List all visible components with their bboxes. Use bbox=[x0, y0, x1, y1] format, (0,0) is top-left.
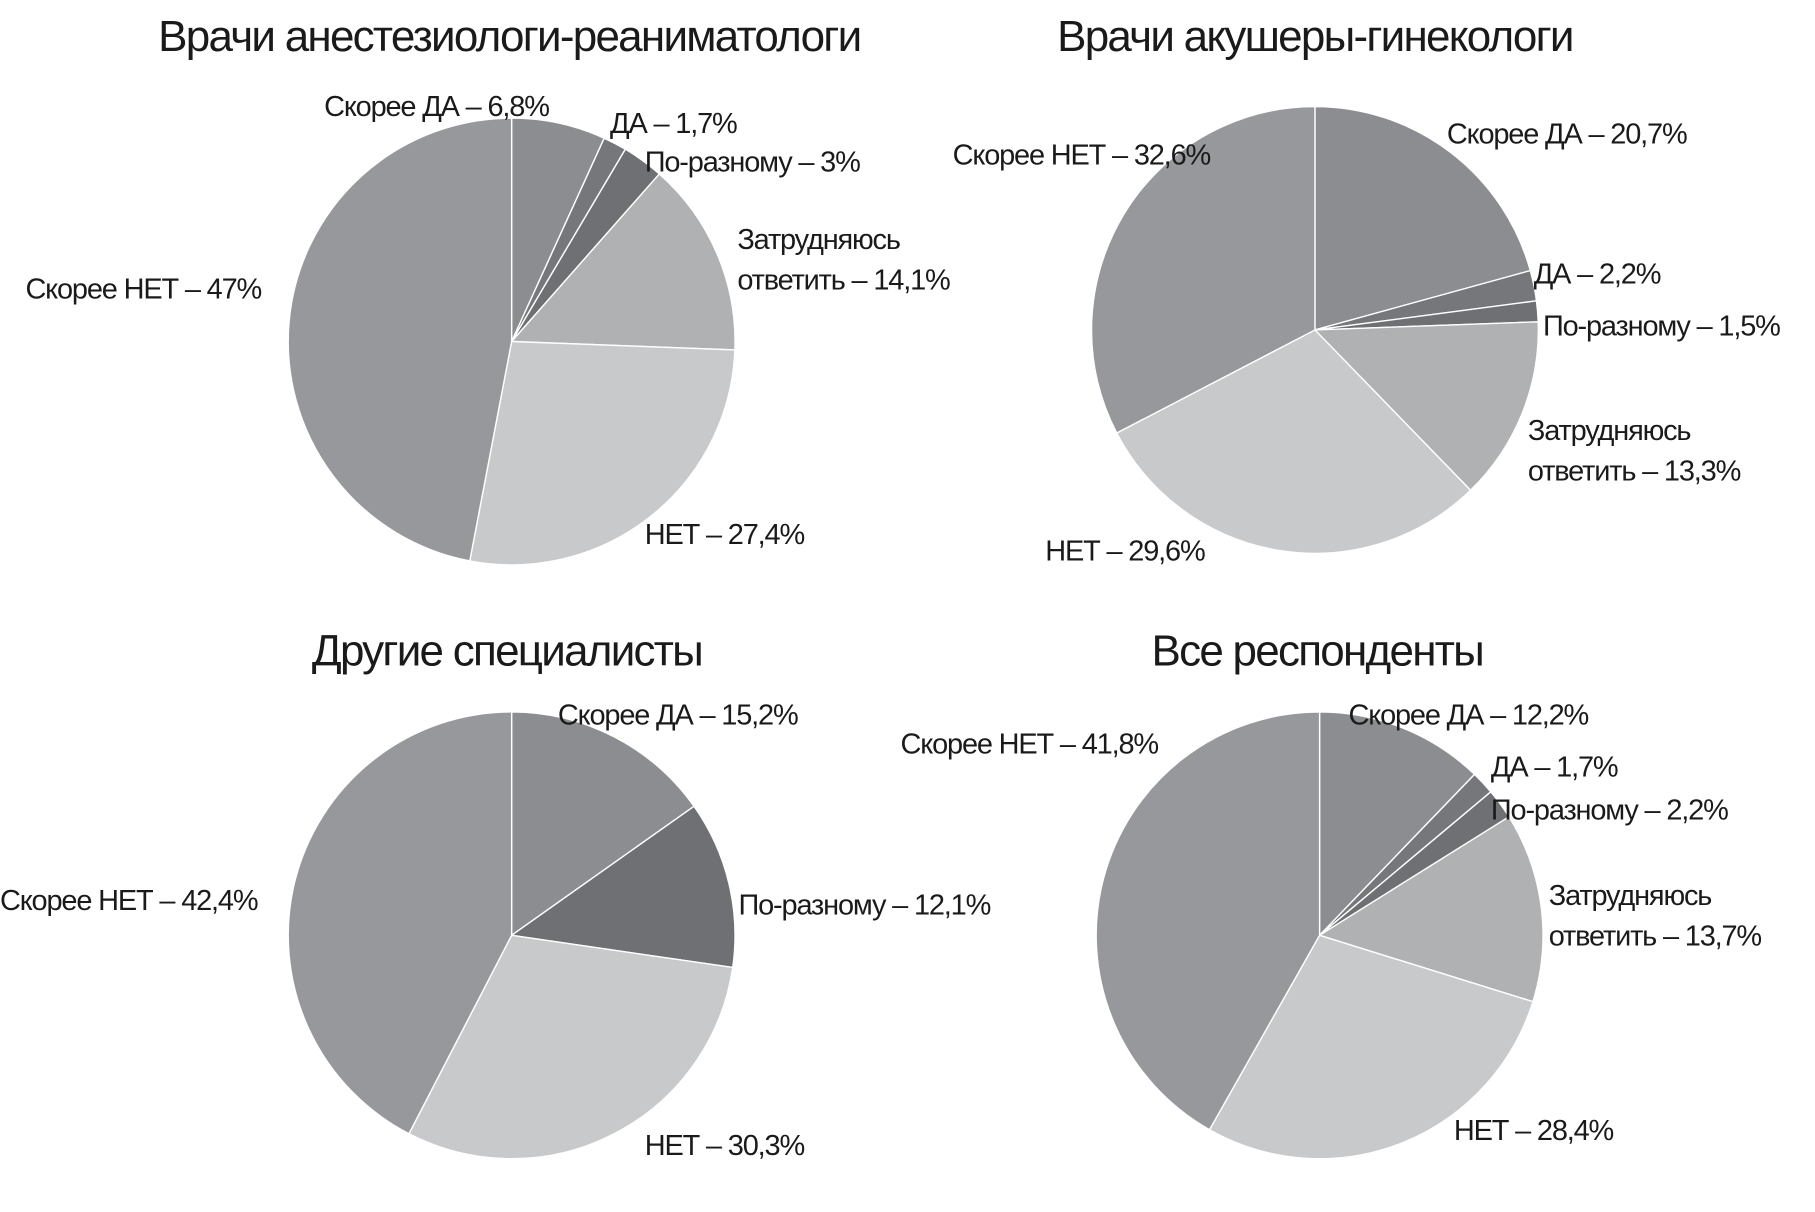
pie-chart-1: Скорее ДА – 20,7% ДА – 2,2% По-разному – 1… bbox=[953, 105, 1781, 567]
slice-label: Затрудняюсь ответить – 13,7% bbox=[1549, 880, 1762, 953]
chart-title-all-respondents: Все респонденты bbox=[1152, 627, 1484, 676]
pie-slice-затрудняюсь-ответить bbox=[1317, 815, 1544, 1003]
slice-label-line: Затрудняюсь bbox=[737, 224, 900, 256]
slice-label-line: ответить – 13,3% bbox=[1528, 455, 1741, 487]
pie-slice-скорее-да bbox=[510, 711, 695, 937]
slice-label: Скорее НЕТ – 32,6% bbox=[953, 139, 1211, 171]
pie-slice-нет bbox=[1208, 934, 1534, 1160]
slice-label-line: Затрудняюсь bbox=[1549, 880, 1712, 912]
slice-label: НЕТ – 27,4% bbox=[645, 519, 805, 551]
slice-label: По-разному – 1,5% bbox=[1543, 311, 1780, 343]
slice-label: ДА – 1,7% bbox=[1491, 752, 1618, 784]
slice-label: Скорее НЕТ – 41,8% bbox=[901, 729, 1159, 761]
pie-chart-0: Скорее ДА – 6,8% ДА – 1,7% По-разному – 3%… bbox=[25, 91, 951, 566]
slice-label: Скорее ДА – 12,2% bbox=[1349, 700, 1589, 732]
pie-slice-скорее-нет bbox=[287, 711, 513, 1135]
pie-slice-скорее-нет bbox=[1090, 105, 1316, 434]
pie-slice-нет bbox=[1115, 329, 1472, 555]
chart-title-obstetricians: Врачи акушеры-гинекологи bbox=[1057, 12, 1573, 61]
pie-chart-3: Скорее ДА – 12,2% ДА – 1,7% По-разному – 2… bbox=[901, 700, 1763, 1160]
slice-label: Скорее НЕТ – 42,4% bbox=[0, 885, 258, 917]
slice-label: Скорее ДА – 15,2% bbox=[558, 700, 798, 732]
pie-slice-скорее-нет bbox=[287, 117, 513, 562]
slice-label: Затрудняюсь ответить – 13,3% bbox=[1528, 415, 1741, 488]
pie-slice-скорее-нет bbox=[1095, 711, 1321, 1131]
slice-label: По-разному – 3% bbox=[645, 146, 860, 178]
pie-slice-затрудняюсь-ответить bbox=[1313, 321, 1540, 492]
slice-label: НЕТ – 30,3% bbox=[645, 1130, 805, 1162]
slice-label: НЕТ – 29,6% bbox=[1045, 535, 1205, 567]
pie-slice-нет bbox=[408, 934, 734, 1160]
chart-title-other-specialists: Другие специалисты bbox=[312, 627, 702, 676]
slice-label-line: ответить – 13,7% bbox=[1549, 921, 1762, 953]
slice-label-line: ответить – 14,1% bbox=[737, 264, 950, 296]
slice-label: ДА – 1,7% bbox=[610, 108, 737, 140]
pie-slice-скорее-да bbox=[1318, 711, 1476, 938]
pie-slice-затрудняюсь-ответить bbox=[510, 172, 736, 351]
slice-label: Скорее ДА – 6,8% bbox=[324, 91, 549, 123]
slice-label: ДА – 2,2% bbox=[1534, 259, 1661, 291]
slice-label: По-разному – 2,2% bbox=[1491, 795, 1728, 827]
slice-label: Скорее НЕТ – 47% bbox=[25, 274, 261, 306]
slice-label: НЕТ – 28,4% bbox=[1454, 1115, 1614, 1147]
slice-label: Скорее ДА – 20,7% bbox=[1447, 119, 1687, 151]
pie-chart-2: Скорее ДА – 15,2% По-разному – 12,1% НЕТ –… bbox=[0, 700, 992, 1163]
slice-label: По-разному – 12,1% bbox=[739, 889, 991, 921]
slice-label-line: Затрудняюсь bbox=[1528, 415, 1691, 447]
slice-label: Затрудняюсь ответить – 14,1% bbox=[737, 224, 950, 297]
chart-title-anesthesiologists: Врачи анестезиологи-реаниматологи bbox=[158, 12, 860, 61]
pie-slice-по-разному bbox=[509, 805, 736, 969]
pie-slice-нет bbox=[468, 340, 736, 566]
pie-slice-скорее-да bbox=[1314, 105, 1532, 331]
